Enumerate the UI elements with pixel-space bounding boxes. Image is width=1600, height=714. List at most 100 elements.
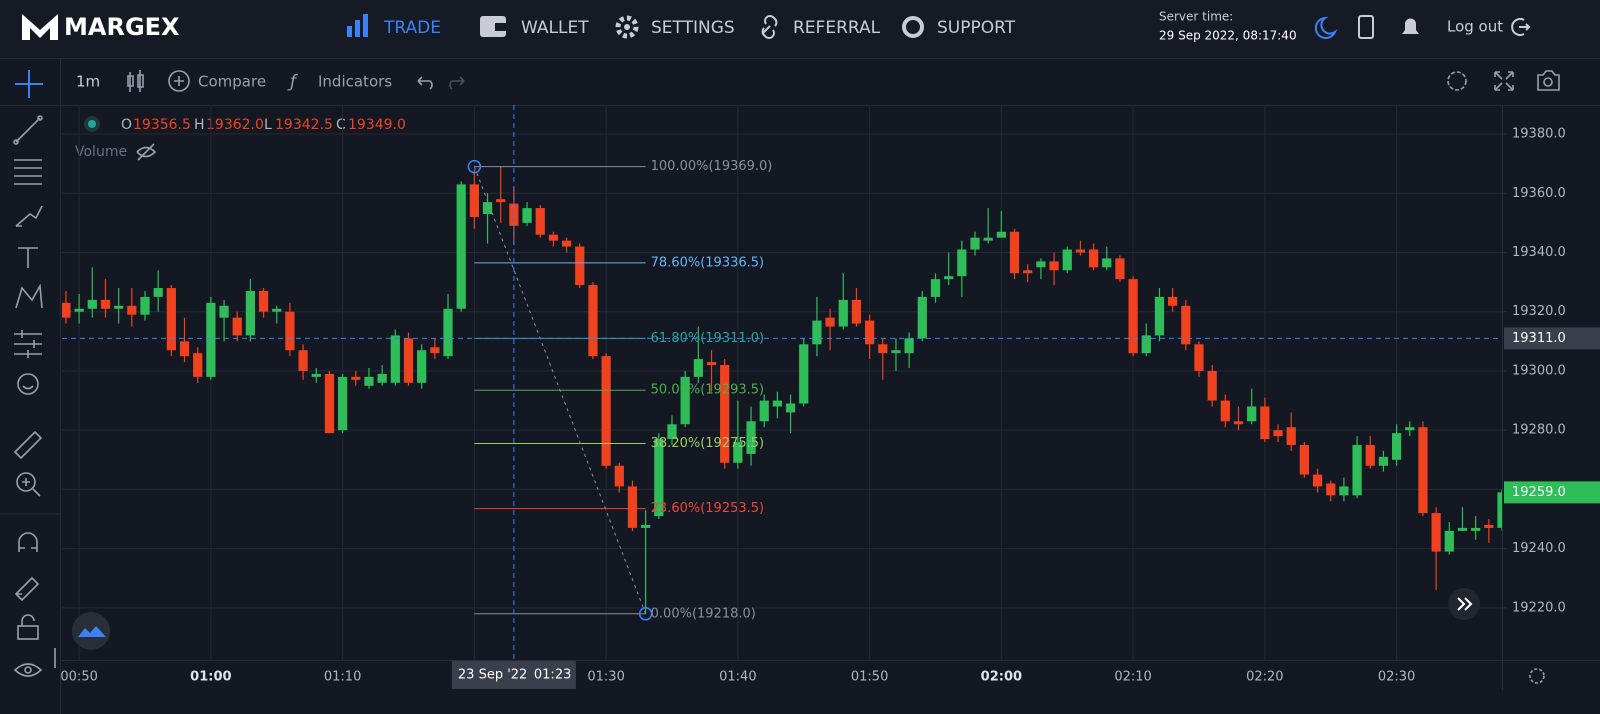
candle-body — [1273, 430, 1283, 437]
candle-body — [1194, 344, 1204, 371]
candle-body — [1312, 474, 1323, 487]
nav-trade[interactable]: TRADE — [347, 14, 441, 38]
logout-icon[interactable] — [1511, 18, 1531, 36]
candle-body — [1062, 249, 1072, 271]
legend-high: 19362.0 — [206, 117, 264, 133]
candle-body — [575, 246, 585, 286]
notifications[interactable] — [1402, 18, 1419, 37]
measure-tool[interactable] — [13, 430, 43, 460]
candle-body — [417, 350, 427, 383]
candle-body — [1260, 406, 1270, 440]
candle-body — [338, 376, 348, 431]
fullscreen[interactable] — [1494, 71, 1514, 91]
crosshair-tool[interactable] — [15, 70, 43, 98]
axis-settings[interactable] — [1529, 668, 1545, 684]
chart-type[interactable] — [127, 70, 144, 92]
trend-line-tool[interactable] — [15, 117, 41, 143]
candle-body — [153, 288, 163, 297]
logo-badge[interactable] — [72, 612, 110, 650]
candle-body — [1102, 258, 1112, 268]
candle-body — [390, 335, 400, 383]
indicators[interactable]: Indicators — [318, 73, 392, 91]
undo[interactable] — [417, 76, 433, 90]
candle-body — [496, 199, 506, 203]
logo-icon[interactable] — [22, 14, 58, 40]
candle-body — [1431, 513, 1441, 552]
candle-body — [1168, 296, 1178, 306]
fib-anchor — [638, 607, 653, 621]
compare[interactable]: Compare — [198, 73, 266, 91]
logo[interactable]: MARGEX — [64, 13, 180, 41]
candle-body — [746, 421, 756, 454]
screenshot[interactable] — [1537, 70, 1560, 91]
nav-bar — [0, 0, 1600, 58]
candle-body — [1352, 444, 1362, 496]
nav-settings[interactable]: SETTINGS — [615, 15, 735, 39]
brush-tool[interactable] — [15, 205, 43, 227]
nav-support[interactable]: SUPPORT — [902, 16, 1016, 38]
candle-body — [272, 308, 282, 312]
candle-body — [87, 299, 97, 309]
chart-settings[interactable] — [1447, 71, 1467, 91]
text-tool[interactable] — [18, 247, 38, 268]
lock-tool[interactable] — [17, 625, 39, 640]
x-tick-label: 02:30 — [1378, 670, 1415, 685]
fib-trend — [473, 166, 647, 614]
x-tick-label: 01:00 — [190, 670, 231, 685]
candle-body — [193, 353, 203, 377]
candle-body — [1233, 421, 1244, 425]
volume-hide[interactable] — [136, 143, 157, 161]
legend-low: 19342.5 — [275, 117, 333, 133]
nav-item[interactable]: SUPPORT — [937, 18, 1016, 38]
lock-drawing[interactable] — [14, 576, 40, 602]
visibility-tool[interactable] — [13, 663, 43, 677]
fib-tool[interactable] — [14, 159, 42, 185]
fx-icon[interactable]: ƒ — [287, 72, 298, 92]
redo[interactable] — [449, 76, 465, 90]
y-tick-label: 19360.0 — [1512, 186, 1566, 201]
candle-body — [219, 305, 229, 318]
theme-toggle[interactable] — [1314, 16, 1338, 39]
compare-icon[interactable] — [168, 70, 190, 92]
x-tick-label: 01:40 — [719, 670, 756, 685]
interval[interactable]: 1m — [76, 73, 100, 91]
zoom-tool[interactable] — [16, 472, 36, 492]
legend-l: L — [264, 117, 272, 133]
candle-body — [1365, 444, 1375, 466]
candle-body — [799, 344, 809, 404]
candle-body — [430, 347, 440, 354]
candle-body — [324, 373, 335, 434]
logout[interactable]: Log out — [1447, 18, 1503, 36]
magnet-tool[interactable] — [18, 532, 38, 552]
badge-icon — [78, 626, 106, 637]
candle-body — [1207, 370, 1217, 401]
price-line-box — [1504, 327, 1600, 350]
legend-h: H — [194, 117, 205, 133]
legend-open: 19356.5 — [133, 117, 191, 133]
candle-body — [865, 320, 875, 345]
nav-wallet[interactable]: WALLET — [480, 16, 589, 38]
fib-label: 38.20%(19275.5) — [651, 436, 764, 451]
icon-tool[interactable] — [17, 373, 39, 395]
candle-body — [311, 373, 321, 377]
price-line-label: 19311.0 — [1512, 331, 1566, 346]
mobile-icon[interactable] — [1358, 15, 1374, 39]
x-tick-label: 01:10 — [324, 670, 361, 685]
candle-body — [443, 308, 453, 357]
candle-body — [878, 344, 888, 354]
pattern-tool[interactable] — [15, 283, 43, 309]
candle-body — [535, 208, 545, 235]
nav-item[interactable]: TRADE — [383, 18, 441, 38]
nav-item[interactable]: WALLET — [521, 18, 589, 38]
nav-referral[interactable]: REFERRAL — [761, 15, 881, 39]
nav-item[interactable]: REFERRAL — [793, 18, 881, 38]
candle-body — [957, 249, 967, 277]
candle-body — [206, 302, 216, 377]
candle-body — [1339, 486, 1349, 496]
x-tick-label: 02:00 — [981, 670, 1022, 685]
prediction-tool[interactable] — [14, 330, 42, 358]
candle-body — [258, 290, 269, 312]
candle-body — [1247, 406, 1257, 422]
crosshair-time: 01:23 — [534, 668, 571, 683]
nav-item[interactable]: SETTINGS — [651, 18, 735, 38]
